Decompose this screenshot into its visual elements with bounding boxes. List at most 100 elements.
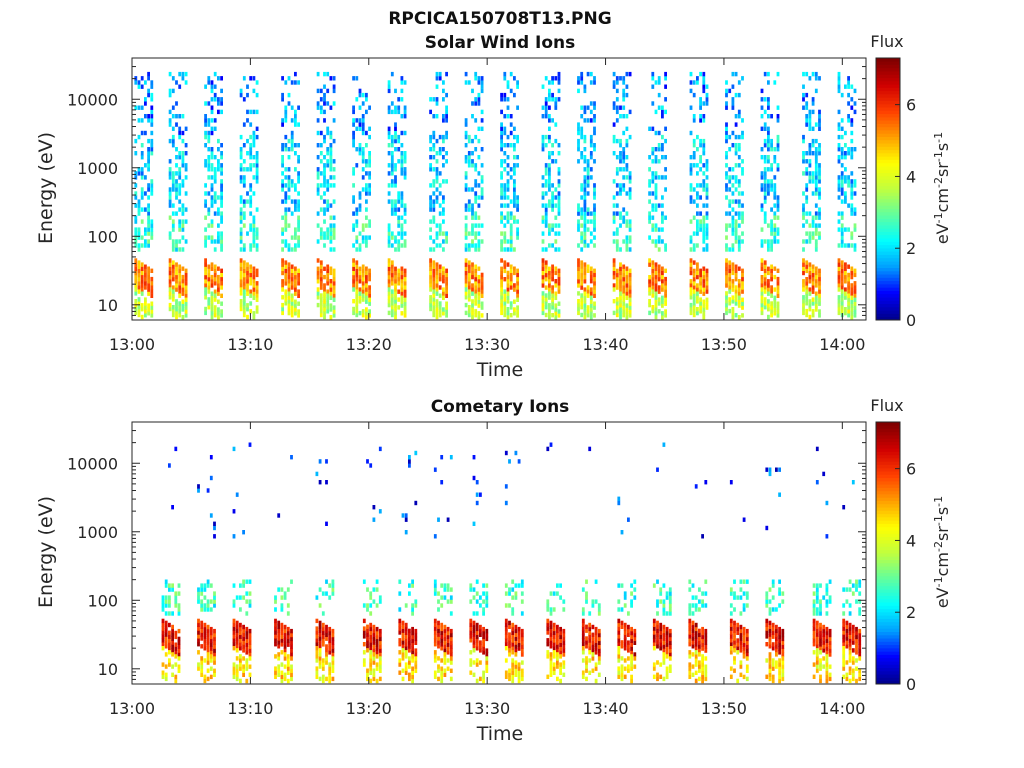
heatmap-cell xyxy=(213,171,217,176)
heatmap-cell xyxy=(479,660,482,665)
heatmap-cell xyxy=(705,305,709,310)
heatmap-cell xyxy=(770,138,773,144)
heatmap-cell xyxy=(506,283,510,288)
heatmap-cell xyxy=(725,138,728,144)
colorbar-tick-label: 6 xyxy=(906,96,916,115)
heatmap-cell xyxy=(651,191,655,196)
heatmap-cell xyxy=(252,270,256,276)
heatmap-cell xyxy=(446,517,450,522)
heatmap-cell xyxy=(144,301,147,306)
heatmap-cell xyxy=(850,151,854,156)
heatmap-cell xyxy=(589,101,593,106)
heatmap-cell xyxy=(741,297,744,302)
heatmap-cell xyxy=(171,175,175,180)
heatmap-cell xyxy=(213,118,217,123)
heatmap-cell xyxy=(814,76,818,81)
heatmap-cell xyxy=(252,243,256,248)
heatmap-cell xyxy=(181,279,185,284)
heatmap-cell xyxy=(627,611,630,616)
heatmap-cell xyxy=(657,285,661,290)
heatmap-cell xyxy=(177,668,181,673)
heatmap-cell xyxy=(503,231,507,236)
heatmap-cell xyxy=(625,219,629,224)
heatmap-cell xyxy=(549,640,553,645)
heatmap-cell xyxy=(482,638,485,643)
heatmap-cell xyxy=(657,92,661,98)
heatmap-cell xyxy=(541,84,545,89)
heatmap-cell xyxy=(433,642,437,647)
heatmap-cell xyxy=(577,243,580,248)
heatmap-cell xyxy=(171,652,174,657)
heatmap-cell xyxy=(544,305,548,310)
heatmap-cell xyxy=(548,287,551,292)
heatmap-cell xyxy=(200,664,204,669)
heatmap-cell xyxy=(471,163,474,168)
heatmap-cell xyxy=(168,270,172,276)
colorbar-swatch xyxy=(876,58,900,62)
heatmap-cell xyxy=(548,151,551,156)
heatmap-cell xyxy=(443,628,447,634)
heatmap-cell xyxy=(281,76,284,81)
heatmap-cell xyxy=(294,291,297,296)
heatmap-cell xyxy=(500,126,503,131)
heatmap-cell xyxy=(290,648,293,653)
heatmap-cell xyxy=(378,632,382,638)
heatmap-cell xyxy=(551,80,554,85)
heatmap-cell xyxy=(239,283,243,288)
heatmap-cell xyxy=(662,611,666,616)
heatmap-cell xyxy=(665,630,669,636)
heatmap-cell xyxy=(134,299,138,304)
heatmap-cell xyxy=(440,603,444,608)
heatmap-cell xyxy=(332,289,336,294)
heatmap-cell xyxy=(767,105,770,110)
heatmap-cell xyxy=(741,239,744,244)
heatmap-cell xyxy=(520,632,524,638)
heatmap-cell xyxy=(449,644,453,649)
heatmap-cell xyxy=(445,114,448,119)
heatmap-cell xyxy=(622,105,626,110)
heatmap-cell xyxy=(551,264,554,269)
heatmap-cell xyxy=(514,628,518,634)
heatmap-cell xyxy=(358,247,362,252)
heatmap-cell xyxy=(699,114,702,119)
heatmap-cell xyxy=(612,211,616,216)
heatmap-cell xyxy=(387,199,391,204)
heatmap-cell xyxy=(541,143,545,148)
heatmap-cell xyxy=(369,666,373,671)
heatmap-cell xyxy=(394,239,397,244)
heatmap-cell xyxy=(586,289,590,294)
heatmap-cell xyxy=(323,307,326,312)
heatmap-cell xyxy=(814,122,818,127)
heatmap-cell xyxy=(664,97,667,102)
heatmap-cell xyxy=(394,295,397,300)
heatmap-cell xyxy=(664,301,667,306)
heatmap-cell xyxy=(207,272,211,278)
heatmap-cell xyxy=(472,455,476,460)
heatmap-cell xyxy=(287,287,291,292)
heatmap-cell xyxy=(249,147,253,152)
heatmap-cell xyxy=(210,126,214,131)
heatmap-cell xyxy=(140,130,144,136)
heatmap-cell xyxy=(477,76,481,81)
heatmap-cell xyxy=(207,297,211,302)
heatmap-cell xyxy=(840,277,844,282)
heatmap-cell xyxy=(619,287,622,292)
heatmap-cell xyxy=(850,118,854,123)
heatmap-cell xyxy=(731,270,735,276)
heatmap-cell xyxy=(586,191,590,196)
heatmap-cell xyxy=(588,650,592,655)
heatmap-cell xyxy=(513,203,516,208)
heatmap-cell xyxy=(249,122,253,127)
heatmap-cell xyxy=(648,283,651,288)
heatmap-cell xyxy=(387,270,391,276)
heatmap-cell xyxy=(692,231,696,236)
heatmap-cell xyxy=(696,287,699,292)
heatmap-cell xyxy=(654,227,658,232)
heatmap-cell xyxy=(150,187,154,192)
heatmap-cell xyxy=(242,183,246,188)
heatmap-cell xyxy=(294,243,297,248)
heatmap-cell xyxy=(705,268,709,273)
heatmap-cell xyxy=(442,199,445,204)
heatmap-cell xyxy=(548,310,551,316)
heatmap-cell xyxy=(548,155,551,160)
